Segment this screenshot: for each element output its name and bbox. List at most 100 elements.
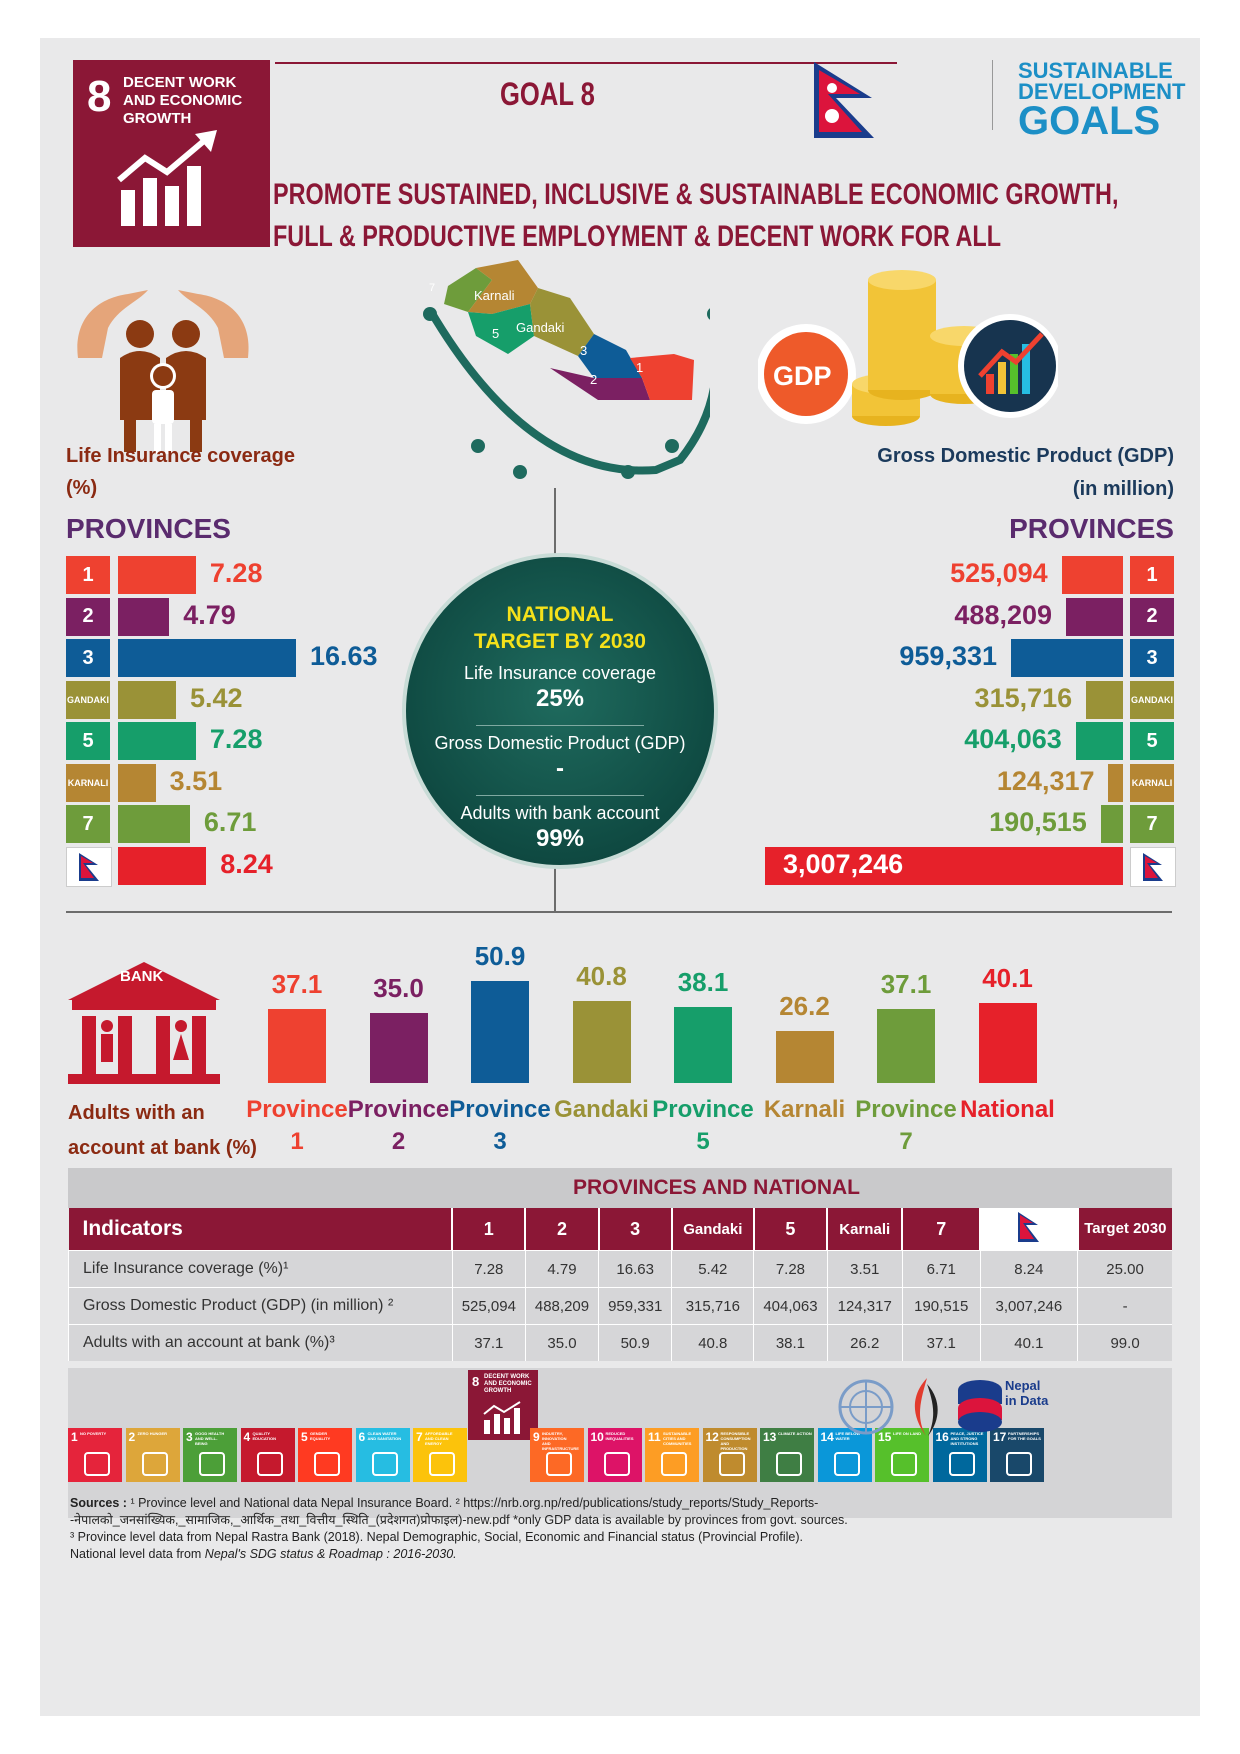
table-cell: 37.1: [451, 1324, 526, 1361]
bank-category-label-line-2: 1: [290, 1128, 304, 1155]
sdg-tile-icon: [141, 1452, 168, 1476]
sources-line-4-prefix: National level data from: [70, 1547, 205, 1561]
life-insurance-bar: [118, 680, 176, 719]
target-life-insurance-label: Life Insurance coverage: [463, 663, 657, 683]
sdg-tile-6: 6 CLEAN WATER AND SANITATION: [355, 1428, 410, 1482]
table-title: PROVINCES AND NATIONAL: [573, 1176, 861, 1199]
table-cell: 959,331: [598, 1287, 672, 1325]
category-box-gandaki: GANDAKI: [1130, 680, 1174, 719]
logo-divider: [992, 60, 993, 130]
sources-line-3: ³ Province level data from Nepal Rastra …: [70, 1530, 803, 1544]
category-box-2: 2: [66, 597, 110, 636]
sources-line-4-italic: Nepal's SDG status & Roadmap : 2016-2030…: [204, 1547, 457, 1561]
sdg-tile-10: 10 REDUCED INEQUALITIES: [587, 1428, 642, 1482]
sdg-tile-number: 7: [416, 1430, 423, 1444]
category-box-karnali: KARNALI: [66, 763, 110, 802]
table-cell: 38.1: [753, 1324, 828, 1361]
life-insurance-bar: [118, 722, 196, 760]
bank-category-label-line-1: Karnali: [763, 1096, 846, 1123]
sdg-tile-3: 3 GOOD HEALTH AND WELL-BEING: [183, 1428, 237, 1482]
gdp-value-label: 959,331: [899, 641, 997, 671]
bank-icon-label: BANK: [120, 968, 164, 985]
category-box-5: 5: [1130, 722, 1174, 760]
table-cell: 40.1: [979, 1324, 1078, 1361]
bank-category-label-line-1: Province: [347, 1096, 450, 1123]
table-cell: 4.79: [524, 1250, 599, 1288]
sdg-tile-12: 12 RESPONSIBLE CONSUMPTION AND PRODUCTION: [702, 1428, 757, 1482]
sdg-tile-14: 14 LIFE BELOW WATER: [817, 1428, 872, 1482]
bank-bar: [674, 1006, 732, 1083]
section-divider: [66, 911, 1172, 913]
life-insurance-value-label: 5.42: [190, 682, 243, 713]
sdg-tile-15: 15 LIFE ON LAND: [875, 1428, 929, 1482]
sdg-tile-text: QUALITY EDUCATION: [252, 1431, 276, 1441]
bank-value-label: 35.0: [373, 973, 424, 1003]
bank-account-chart: 37.1 Province 1 35.0 Province 2 50.9 Province 3 4…: [40, 38, 1200, 1158]
sdg-tile-17: 17 PARTNERSHIPS FOR THE GOALS: [990, 1428, 1044, 1482]
sdg-tile-text: LIFE ON LAND: [893, 1431, 921, 1436]
life-insurance-bar: [118, 846, 207, 885]
bank-category-label-line-1: National: [960, 1096, 1055, 1123]
sdg-tile-number: 15: [878, 1430, 892, 1444]
sdg-tile-4: 4 QUALITY EDUCATION: [240, 1428, 295, 1482]
sdg-tile-9: 9 INDUSTRY, INNOVATION AND INFRASTRUCTURE: [530, 1428, 584, 1482]
goal-number: 8: [87, 72, 112, 121]
table-body: Life Insurance coverage (%)¹ 7.28 4.79 16.6…: [68, 1250, 1172, 1361]
bank-category-label-line-2: 3: [493, 1128, 507, 1155]
gdp-bar: [1100, 805, 1123, 843]
table-row: Life Insurance coverage (%)¹ 7.28 4.79 16.6…: [68, 1250, 1172, 1288]
sdg-tile-icon: [833, 1452, 860, 1476]
sdg-tile-number: 13: [763, 1430, 777, 1444]
life-insurance-value-label: 7.28: [209, 724, 263, 754]
table-cell: 6.71: [901, 1250, 981, 1288]
bank-bar: [877, 1008, 935, 1083]
table-cell-indicator: Adults with an account at bank (%)³: [68, 1324, 453, 1361]
sdg-tile-number: 10: [590, 1430, 604, 1444]
sdg-tile-number: 11: [648, 1430, 661, 1444]
bank-category-label-line-1: Gandaki: [554, 1096, 649, 1123]
gdp-value-label: 315,716: [974, 682, 1073, 713]
sdg-8-footer-text: DECENT WORK AND ECONOMIC GROWTH: [484, 1374, 532, 1394]
category-box-karnali: KARNALI: [1130, 763, 1174, 802]
bank-title-line-2: account at bank (%): [68, 1137, 257, 1159]
life-insurance-bar: [118, 763, 156, 802]
life-insurance-value-label: 3.51: [169, 765, 223, 796]
table-header-7: 7: [901, 1208, 981, 1251]
headline-line-2: FULL & PRODUCTIVE EMPLOYMENT & DECENT WO…: [273, 220, 1001, 253]
table-cell: 525,094: [451, 1287, 526, 1325]
gdp-badge: GDP: [773, 361, 832, 391]
un-emblem-icon: [838, 1379, 894, 1435]
gdp-bar: [1011, 639, 1123, 677]
table-cell-indicator: Gross Domestic Product (GDP) (in million…: [68, 1287, 453, 1325]
sdg-tile-text: PEACE, JUSTICE AND STRONG INSTITUTIONS: [950, 1431, 984, 1446]
life-insurance-value-label: 8.24: [220, 848, 273, 879]
sdg-8-footer-num: 8: [472, 1374, 480, 1389]
gdp-bar: [1086, 680, 1123, 719]
table-cell: 404,063: [753, 1287, 828, 1325]
map-label-2: 2: [590, 372, 598, 387]
bank-icon: [68, 962, 220, 1084]
category-box-3: 3: [1130, 639, 1174, 677]
nepal-flag-icon: [1143, 852, 1163, 881]
table-cell: 124,317: [826, 1287, 903, 1325]
table-row: Gross Domestic Product (GDP) (in million…: [68, 1287, 1172, 1325]
sdg-tile-text: GOOD HEALTH AND WELL-BEING: [195, 1431, 225, 1446]
sdg-tile-icon: [371, 1452, 398, 1476]
bank-value-label: 38.1: [677, 966, 729, 997]
category-box-gandaki: GANDAKI: [66, 680, 110, 719]
bank-bar: [471, 981, 529, 1083]
target-gdp-label: Gross Domestic Product (GDP): [434, 733, 686, 753]
bank-category-label-line-2: 5: [696, 1128, 710, 1155]
sdg-tile-11: 11 SUSTAINABLE CITIES AND COMMUNITIES: [645, 1428, 699, 1482]
gdp-bar: [1066, 597, 1123, 636]
life-insurance-title-line-2: (%): [66, 477, 98, 499]
target-bank-label: Adults with bank account: [460, 803, 660, 823]
gdp-bar: [1075, 722, 1123, 760]
sdg-tile-2: 2 ZERO HUNGER: [125, 1428, 180, 1482]
category-box-3: 3: [66, 639, 110, 677]
sdg-tile-16: 16 PEACE, JUSTICE AND STRONG INSTITUTIONS: [932, 1428, 987, 1482]
table-title-band: PROVINCES AND NATIONAL: [68, 1168, 1172, 1208]
bank-category-label-line-2: 7: [899, 1128, 913, 1155]
left-provinces-heading: PROVINCES: [66, 513, 231, 544]
nepal-flag-icon: [814, 62, 874, 138]
